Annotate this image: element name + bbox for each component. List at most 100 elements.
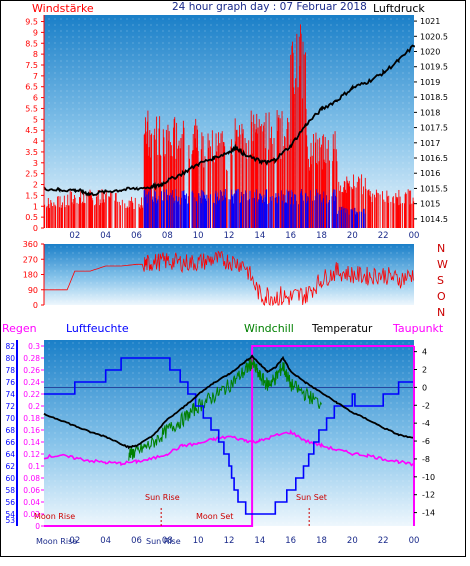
x-tick-label: 02: [69, 231, 80, 241]
temperature-tick-label: 2: [422, 366, 427, 375]
x-tick-label: 02: [69, 536, 80, 546]
wind-axis-tick-label: 1.5: [25, 191, 38, 200]
humidity-tick-label: 74: [5, 390, 15, 399]
humidity-tick-label: 80: [5, 354, 15, 363]
humidity-tick-label: 76: [5, 378, 15, 387]
panel3-dots: [44, 340, 414, 526]
pressure-axis-tick-label: 1019.5: [420, 63, 448, 72]
bottom-sun-rise-label: Sun Rise: [146, 537, 181, 546]
x-tick-label: 12: [224, 536, 235, 546]
wind-axis-tick-label: 6.5: [25, 83, 38, 92]
x-tick-label: 16: [285, 231, 296, 241]
wind-axis-tick-label: 5.5: [25, 104, 38, 113]
humidity-tick-label: 58: [5, 486, 15, 495]
humidity-tick-label: 64: [5, 450, 15, 459]
pressure-axis-tick-label: 1020: [420, 48, 440, 57]
temperature-axis-ticks: 4 2 0 -2 -4 -6 -8 -10 -12 -14: [414, 348, 435, 518]
wind-axis-title: Windstärke: [32, 2, 94, 15]
moon-rise-label: Moon Rise: [34, 512, 75, 521]
x-tick-label: 10: [193, 536, 204, 546]
wind-axis-tick-label: 4.5: [25, 126, 38, 135]
pressure-axis-tick-label: 1015.5: [420, 184, 448, 193]
compass-label: N: [437, 242, 445, 255]
sun-set-label: Sun Set: [296, 493, 327, 502]
wind-direction-tick-label: 360: [23, 240, 38, 249]
rain-tick-label: 0.24: [23, 378, 40, 387]
dewpoint-label: Taupunkt: [392, 322, 444, 335]
temperature-tick-label: 0: [422, 383, 427, 392]
x-tick-label: 22: [378, 536, 389, 546]
x-tick-label: 08: [162, 536, 173, 546]
rain-tick-label: 0.02: [23, 510, 40, 519]
chart-title: 24 hour graph day : 07 Februar 2018: [172, 1, 367, 13]
temperature-tick-label: -6: [422, 437, 430, 446]
pressure-axis-tick-label: 1017.5: [420, 124, 448, 133]
humidity-line: [44, 357, 414, 515]
temperature-tick-label: -4: [422, 419, 430, 428]
wind-axis-tick-label: 0.5: [25, 213, 38, 222]
windchill-line: [128, 357, 322, 461]
wind-direction-line-group: [44, 250, 414, 307]
humidity-tick-label: 82: [5, 342, 15, 351]
panel1-x-tick-labels: 02 04 06 08 10 12 14 16 18 20 22 00: [69, 231, 419, 241]
pressure-axis-title: Luftdruck: [373, 2, 425, 15]
wind-axis-tick-label: 2: [33, 181, 38, 190]
wind-direction-tick-label: 180: [23, 271, 38, 280]
wind-axis-tick-label: 2.5: [25, 170, 38, 179]
x-tick-label: 18: [316, 231, 327, 241]
humidity-tick-label: 66: [5, 438, 15, 447]
x-tick-label: 08: [162, 231, 173, 241]
rain-tick-label: 0.1: [28, 462, 40, 471]
pressure-axis-tick-label: 1016.5: [420, 154, 448, 163]
rain-tick-label: 0.12: [23, 450, 40, 459]
wind-direction-tick-label: 0: [33, 301, 38, 310]
humidity-tick-label: 53: [5, 516, 15, 525]
humidity-tick-label: 78: [5, 366, 15, 375]
humidity-tick-label: 70: [5, 414, 15, 423]
rain-line: [44, 345, 414, 527]
pressure-axis-tick-label: 1016: [420, 169, 440, 178]
wind-axis-tick-label: 8.5: [25, 39, 38, 48]
rain-tick-label: 0.3: [28, 342, 40, 351]
pressure-axis-tick-label: 1018: [420, 108, 440, 117]
temperature-line: [43, 354, 415, 450]
pressure-axis-tick-label: 1014.5: [420, 215, 448, 224]
wind-axis-tick-label: 3.5: [25, 148, 38, 157]
temperature-tick-label: -12: [422, 491, 435, 500]
temperature-tick-label: -8: [422, 455, 430, 464]
rain-tick-label: 0: [35, 522, 40, 531]
humidity-axis-title: Luftfeuchte: [66, 322, 129, 335]
wind-axis-tick-label: 6: [33, 94, 38, 103]
x-tick-label: 22: [378, 231, 389, 241]
x-tick-label: 16: [285, 536, 296, 546]
moon-set-label: Moon Set: [196, 512, 233, 521]
rain-tick-label: 0.26: [23, 366, 40, 375]
wind-axis-tick-label: 7.5: [25, 61, 38, 70]
temp-humidity-lines-group: [43, 345, 415, 527]
x-tick-label: 06: [131, 231, 142, 241]
wind-axis-tick-label: 9.5: [25, 18, 38, 27]
wind-axis-tick-label: 4: [33, 137, 38, 146]
wind-direction-line: [44, 250, 414, 307]
humidity-tick-label: 54: [5, 510, 15, 519]
dewpoint-line: [43, 429, 415, 467]
x-tick-label: 10: [193, 231, 204, 241]
wind-axis-tick-label: 1: [33, 202, 38, 211]
temperature-label: Temperatur: [311, 323, 373, 335]
compass-label: W: [437, 258, 448, 271]
wind-bars-group: [43, 24, 415, 228]
x-tick-label: 06: [131, 536, 142, 546]
panel3-x-tick-labels: 02 04 06 08 10 12 14 16 18 20 22 00 Moon Rise Sun Ris…: [36, 536, 419, 546]
temperature-tick-label: -10: [422, 473, 435, 482]
wind-axis-tick-label: 5: [33, 115, 38, 124]
bottom-moon-rise-label: Moon Rise: [36, 537, 77, 546]
x-tick-label: 14: [254, 231, 265, 241]
pressure-axis-tick-label: 1021: [420, 17, 440, 26]
temperature-tick-label: -14: [422, 509, 435, 518]
temperature-tick-label: 4: [422, 348, 427, 357]
humidity-tick-label: 72: [5, 402, 15, 411]
compass-label: N: [437, 306, 445, 319]
rain-tick-label: 0.06: [23, 486, 40, 495]
